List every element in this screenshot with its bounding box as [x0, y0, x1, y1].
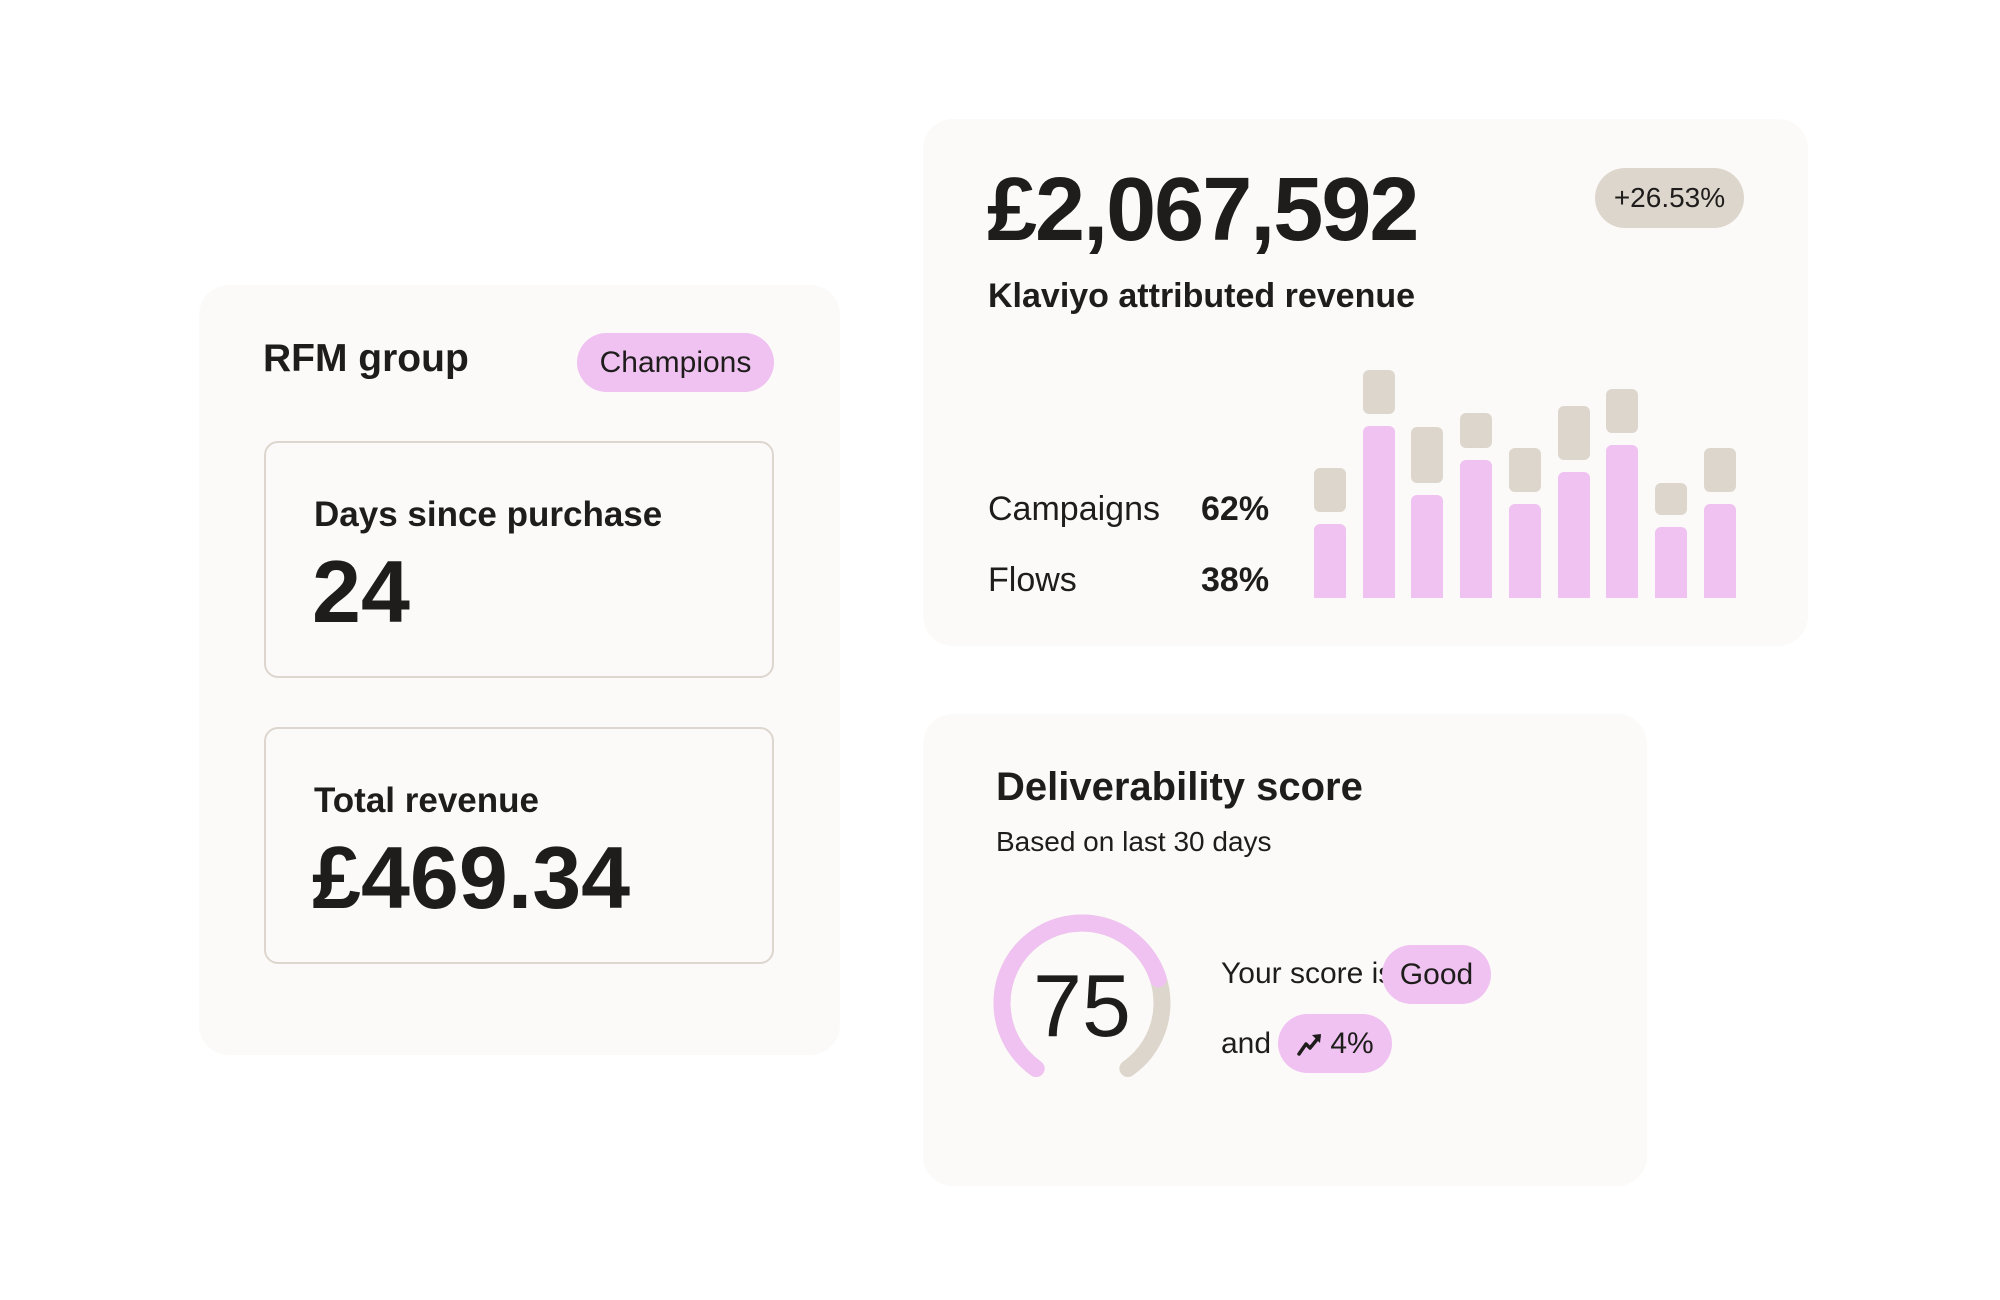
revenue-change-badge: +26.53% [1595, 168, 1744, 228]
bar-campaigns [1411, 495, 1444, 598]
trend-value: 4% [1330, 1026, 1374, 1060]
bar-campaigns [1606, 445, 1639, 598]
deliverability-subtitle: Based on last 30 days [996, 826, 1272, 857]
bar-flows [1411, 427, 1444, 483]
total-revenue-box: Total revenue £469.34 [264, 727, 774, 964]
score-rating-badge: Good [1382, 945, 1491, 1004]
campaigns-value: 62% [1201, 490, 1270, 528]
days-since-purchase-value: 24 [312, 542, 410, 641]
revenue-amount: £2,067,592 [987, 160, 1419, 260]
bar-flows [1314, 468, 1346, 512]
bar-campaigns [1362, 426, 1395, 598]
revenue-card: £2,067,592 +26.53% Klaviyo attributed re… [923, 119, 1808, 646]
deliverability-card: Deliverability score Based on last 30 da… [923, 714, 1647, 1186]
score-text: Your score is [1221, 957, 1394, 990]
bar-flows [1362, 370, 1395, 414]
flows-label: Flows [988, 561, 1077, 599]
and-text: and [1221, 1027, 1272, 1060]
bar-campaigns [1703, 504, 1736, 598]
trend-up-icon [1297, 1033, 1322, 1056]
bar-flows [1606, 389, 1639, 433]
score-gauge [993, 914, 1171, 1078]
bar-flows [1703, 448, 1736, 492]
revenue-bar-chart [1314, 350, 1754, 598]
days-since-purchase-box: Days since purchase 24 [264, 441, 774, 678]
bar-flows [1508, 448, 1541, 492]
bar-campaigns [1460, 460, 1493, 598]
flows-value: 38% [1201, 561, 1270, 599]
bar-campaigns [1508, 504, 1541, 598]
rfm-card: RFM group Champions Days since purchase … [199, 285, 840, 1055]
score-trend-badge: 4% [1278, 1014, 1392, 1073]
score-value: 75 [1033, 956, 1131, 1055]
rfm-group-badge: Champions [577, 333, 774, 392]
bar-flows [1460, 413, 1493, 448]
bar-flows [1557, 406, 1590, 460]
gauge-fill [993, 914, 1167, 1078]
revenue-label: Klaviyo attributed revenue [988, 277, 1416, 315]
bar-campaigns [1654, 527, 1687, 598]
total-revenue-value: £469.34 [312, 828, 631, 927]
deliverability-title: Deliverability score [996, 765, 1363, 809]
total-revenue-label: Total revenue [314, 781, 539, 820]
campaigns-label: Campaigns [988, 490, 1160, 528]
days-since-purchase-label: Days since purchase [314, 495, 663, 534]
bar-campaigns [1557, 472, 1590, 598]
bar-flows [1654, 483, 1687, 515]
bar-campaigns [1314, 524, 1346, 598]
rfm-title: RFM group [263, 337, 469, 380]
